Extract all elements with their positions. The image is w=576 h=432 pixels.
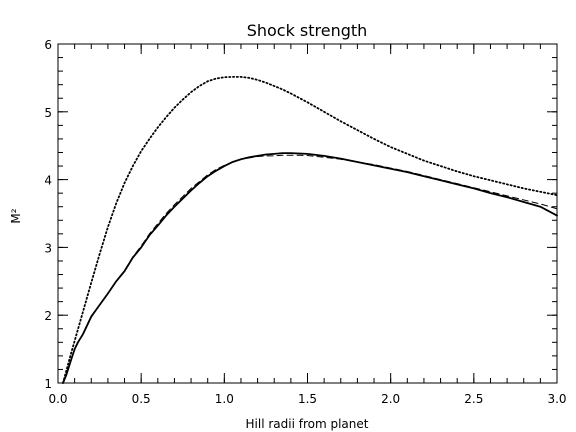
x-tick-label: 1.0 [215, 392, 234, 406]
series-line-dashed [62, 154, 558, 384]
y-axis-label: M² [9, 208, 23, 223]
x-axis-label: Hill radii from planet [246, 417, 369, 431]
x-tick-label: 0.0 [48, 392, 67, 406]
x-tick-label: 3.0 [547, 392, 566, 406]
chart-title: Shock strength [247, 21, 368, 40]
series-layer [62, 75, 558, 384]
y-tick-label: 4 [44, 174, 52, 188]
axis-ticks: 0.0 0.5 1.0 1.5 2.0 2.5 3.0 1 2 3 4 5 6 [44, 38, 566, 406]
y-tick-label: 3 [44, 241, 52, 255]
x-tick-label: 2.5 [464, 392, 483, 406]
x-tick-label: 1.5 [298, 392, 317, 406]
plot-frame [57, 43, 558, 384]
y-tick-label: 1 [44, 377, 52, 391]
y-tick-label: 2 [44, 309, 52, 323]
series-line-dotted [62, 75, 558, 384]
series-line-solid [62, 152, 558, 384]
y-tick-label: 6 [44, 38, 52, 52]
y-tick-label: 5 [44, 106, 52, 120]
x-tick-label: 0.5 [132, 392, 151, 406]
x-tick-label: 2.0 [381, 392, 400, 406]
